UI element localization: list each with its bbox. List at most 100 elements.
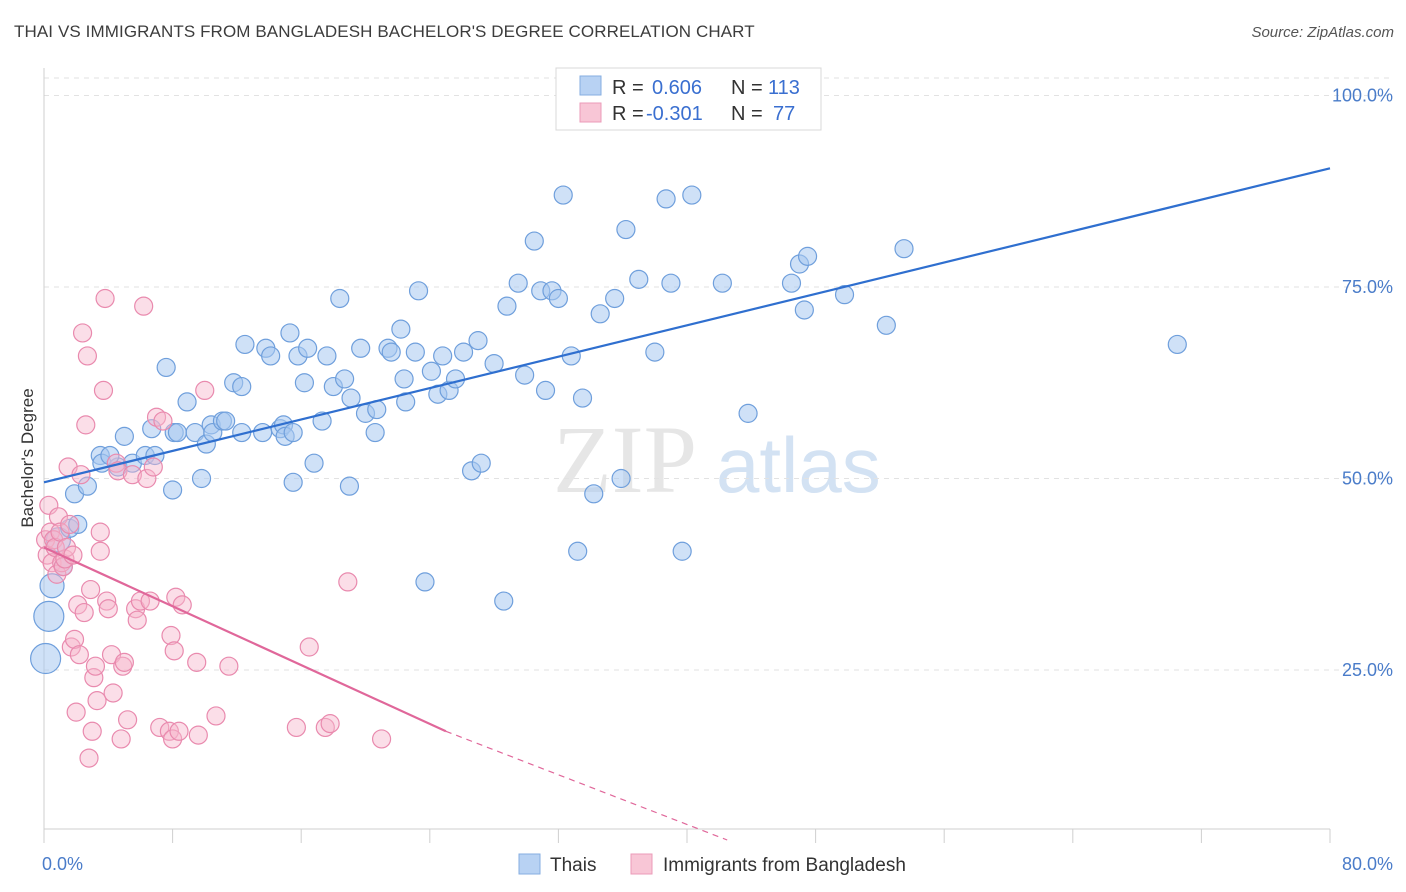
trend-lines [43, 167, 1331, 841]
y-tick-labels: 25.0% 50.0% 75.0% 100.0% [1332, 86, 1393, 681]
bangladesh-point [64, 629, 85, 649]
thais-point [33, 600, 65, 632]
watermark-zip: ZIP [553, 406, 697, 513]
thais-point [100, 445, 120, 466]
bangladesh-point [150, 717, 170, 738]
thais-point [232, 376, 252, 397]
bangladesh-points [36, 288, 392, 768]
thais-point [508, 273, 528, 293]
bangladesh-point [143, 457, 163, 477]
y-tick-label-3: 100.0% [1332, 86, 1393, 106]
thais-point [415, 572, 435, 592]
thais-point [568, 541, 588, 561]
thais-point [471, 453, 491, 473]
thais-point [405, 342, 425, 362]
bangladesh-trend-extension [445, 730, 728, 841]
legend-n-label-1: N = [731, 77, 763, 99]
legend-n-value-2: 77 [773, 103, 795, 125]
thais-point [433, 346, 453, 366]
thais-point [781, 273, 802, 293]
bangladesh-point [90, 541, 110, 561]
thais-point [294, 373, 315, 393]
legend: R = 0.606 N = 113 R = -0.301 N = 77 [555, 67, 822, 131]
bangladesh-point [299, 637, 319, 657]
bangladesh-point [90, 522, 110, 542]
thais-point [391, 319, 411, 339]
thais-point [497, 296, 517, 316]
bangladesh-point [219, 656, 239, 676]
legend-swatch-thais [579, 75, 602, 96]
bangladesh-point [87, 691, 107, 711]
x-tick-max: 80.0% [1342, 854, 1393, 874]
bangladesh-point [140, 591, 160, 611]
thais-point [283, 472, 303, 492]
thais-point [629, 269, 649, 289]
bangladesh-point [163, 729, 183, 749]
thais-point [894, 239, 914, 259]
thais-point [453, 342, 474, 362]
thais-point [548, 288, 569, 309]
thais-point [834, 285, 855, 305]
chart-source: Source: ZipAtlas.com [1251, 24, 1394, 41]
thais-point [261, 346, 281, 366]
thais-point [335, 369, 355, 389]
grid-lines [44, 77, 1394, 671]
thais-point [216, 411, 236, 431]
thais-point [167, 422, 188, 443]
bottom-legend-bangladesh: Immigrants from Bangladesh [663, 855, 906, 876]
thais-point [645, 342, 665, 362]
thais-point [1167, 334, 1187, 355]
bangladesh-point [74, 602, 94, 623]
thais-point [142, 419, 162, 439]
thais-point [584, 484, 604, 504]
thais-point [283, 422, 303, 443]
bottom-legend: Thais Immigrants from Bangladesh [518, 853, 906, 876]
thais-point [515, 365, 535, 385]
bangladesh-point [93, 380, 114, 401]
x-tick-min: 0.0% [42, 854, 83, 874]
watermark-atlas: atlas [716, 421, 881, 509]
thais-point [682, 185, 702, 205]
bangladesh-point [97, 591, 117, 611]
thais-point [339, 476, 360, 496]
bangladesh-point [137, 468, 157, 489]
bangladesh-point [169, 721, 189, 741]
bangladesh-point [77, 346, 98, 366]
thais-point [611, 468, 631, 489]
legend-r-value-1: 0.606 [652, 77, 702, 99]
bangladesh-point [82, 721, 102, 741]
bangladesh-point [117, 710, 138, 730]
thais-point [672, 541, 692, 561]
thais-point [39, 573, 65, 599]
bangladesh-point [122, 465, 143, 485]
thais-point [341, 388, 361, 408]
legend-n-value-1: 113 [768, 77, 800, 99]
bangladesh-point [206, 706, 226, 726]
bangladesh-trend-line [43, 546, 447, 733]
legend-r-label-1: R = [612, 77, 644, 99]
bangladesh-point [68, 595, 88, 615]
thais-point [68, 514, 88, 535]
thais-point [553, 185, 573, 205]
bangladesh-point [42, 553, 62, 573]
bangladesh-point [56, 537, 77, 558]
bottom-legend-thais: Thais [550, 855, 596, 876]
bangladesh-point [47, 564, 67, 584]
bangladesh-point [69, 645, 89, 665]
thais-point [494, 591, 514, 611]
thais-point [445, 369, 466, 389]
bangladesh-point [72, 323, 93, 343]
thais-point [656, 189, 676, 209]
thais-point [468, 331, 488, 351]
bangladesh-point [153, 411, 173, 431]
thais-point [876, 315, 896, 335]
bangladesh-point [111, 729, 131, 749]
thais-point [616, 219, 636, 240]
bangladesh-point [195, 380, 215, 401]
bangladesh-point [127, 610, 147, 630]
bangladesh-point [161, 625, 181, 646]
bangladesh-point [371, 729, 392, 749]
thais-point [794, 300, 814, 320]
bangladesh-point [81, 579, 101, 600]
